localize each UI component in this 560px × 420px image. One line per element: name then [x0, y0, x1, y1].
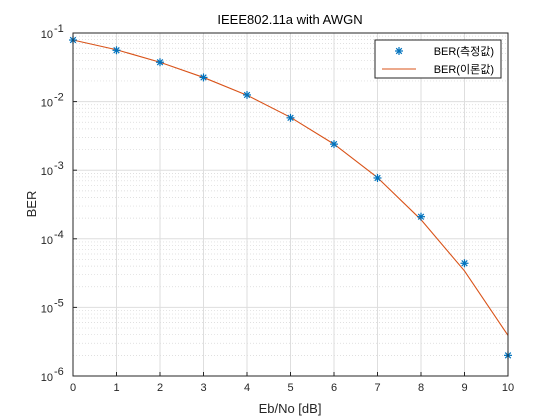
- y-tick-exponent: -4: [54, 229, 64, 241]
- x-tick-label: 3: [200, 382, 206, 394]
- y-axis: 10-610-510-410-310-210-1: [41, 23, 77, 384]
- y-tick-exponent: -6: [54, 366, 64, 378]
- star-stroke: [461, 260, 468, 267]
- y-axis-label: BER: [24, 191, 39, 218]
- series-layer: [69, 36, 512, 360]
- major-grid: [72, 32, 509, 377]
- star-stroke: [243, 91, 251, 99]
- star-stroke: [113, 47, 120, 54]
- star-stroke: [156, 58, 164, 66]
- y-tick-label: 10: [41, 29, 53, 41]
- legend-label-measured: BER(측정값): [434, 45, 494, 58]
- legend-entry-theory: BER(이론값): [382, 63, 494, 76]
- x-tick-label: 7: [374, 382, 380, 394]
- legend-star-marker: [395, 47, 403, 55]
- x-tick-label: 6: [331, 382, 337, 394]
- star-stroke: [374, 174, 381, 182]
- measured-point: [156, 58, 164, 67]
- star-stroke: [330, 140, 338, 148]
- measured-point: [243, 90, 251, 99]
- chart-title: IEEE802.11a with AWGN: [217, 12, 362, 27]
- x-axis-label: Eb/No [dB]: [259, 401, 322, 416]
- y-tick-exponent: -1: [54, 23, 64, 35]
- y-tick-exponent: -5: [54, 297, 64, 309]
- x-tick-label: 2: [157, 382, 163, 394]
- star-stroke: [287, 114, 294, 122]
- measured-point: [112, 46, 121, 55]
- y-tick-label: 10: [41, 98, 53, 110]
- y-tick-label: 10: [41, 372, 53, 384]
- measured-point: [417, 212, 425, 221]
- measured-point: [199, 73, 208, 82]
- star-stroke: [200, 74, 207, 81]
- measured-point: [330, 140, 338, 149]
- x-tick-label: 10: [502, 382, 514, 394]
- y-tick-exponent: -2: [54, 92, 64, 104]
- y-tick-label: 10: [41, 235, 53, 247]
- x-tick-label: 5: [287, 382, 293, 394]
- star-stroke: [395, 47, 403, 55]
- minor-grid: [73, 35, 508, 356]
- x-tick-label: 8: [418, 382, 424, 394]
- x-tick-label: 4: [244, 382, 250, 394]
- legend-label-theory: BER(이론값): [434, 63, 494, 76]
- measured-point: [286, 113, 295, 122]
- x-tick-label: 9: [461, 382, 467, 394]
- y-tick-label: 10: [41, 303, 53, 315]
- measured-point: [373, 173, 382, 182]
- star-stroke: [417, 213, 425, 220]
- x-tick-label: 1: [113, 382, 119, 394]
- y-tick-exponent: -3: [54, 160, 64, 172]
- legend-star: [395, 47, 403, 55]
- x-tick-label: 0: [70, 382, 76, 394]
- legend-box: [374, 39, 502, 79]
- legend: BER(측정값) BER(이론값): [374, 39, 502, 79]
- legend-entry-measured: BER(측정값): [395, 45, 494, 58]
- y-tick-label: 10: [41, 166, 53, 178]
- x-axis: 0 1 2 3 4 5 6 7 8 9 10: [70, 372, 514, 394]
- measured-point: [460, 259, 469, 268]
